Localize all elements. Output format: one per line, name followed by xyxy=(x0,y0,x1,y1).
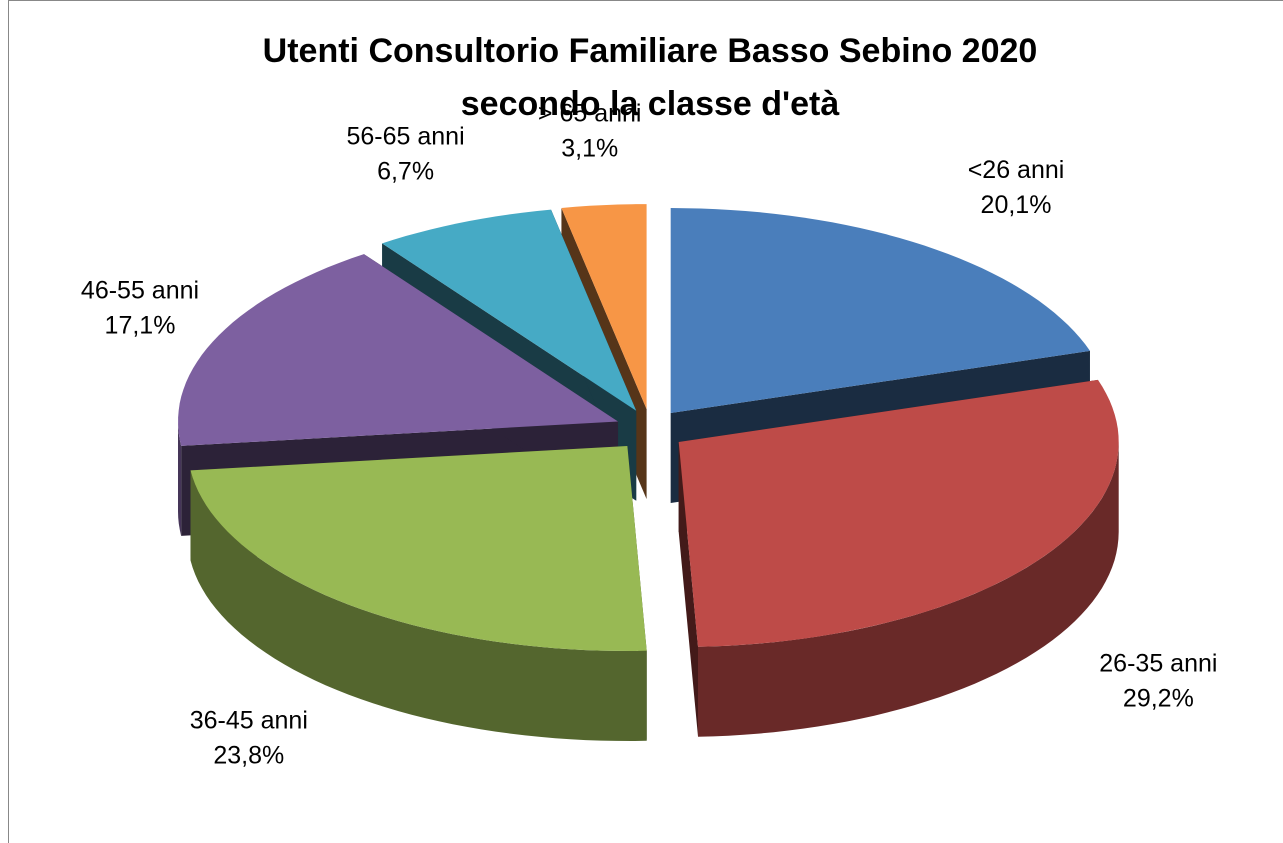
value-label: 23,8% xyxy=(213,742,284,770)
slice xyxy=(190,446,647,651)
slice xyxy=(178,254,619,446)
slice-group xyxy=(678,379,1119,737)
slice xyxy=(382,209,637,411)
value-label: 29,2% xyxy=(1123,685,1194,713)
slice-wall xyxy=(698,442,1119,737)
value-label: 3,1% xyxy=(561,134,618,162)
slice-wall xyxy=(178,421,182,536)
data-label: 46-55 anni 17,1% xyxy=(81,276,199,339)
category-label: 46-55 anni xyxy=(81,276,199,304)
category-label: 36-45 anni xyxy=(190,707,308,735)
slice-side xyxy=(678,442,699,737)
data-label: 56-65 anni 6,7% xyxy=(346,122,464,185)
chart-title: Utenti Consultorio Familiare Basso Sebin… xyxy=(263,32,1038,70)
chart-title: secondo la classe d'età xyxy=(461,85,840,123)
category-label: > 65 anni xyxy=(538,99,642,127)
slice xyxy=(670,208,1090,414)
category-label: 26-35 anni xyxy=(1099,650,1217,678)
value-label: 6,7% xyxy=(377,157,434,185)
data-label: > 65 anni 3,1% xyxy=(538,99,642,162)
value-label: 20,1% xyxy=(981,191,1052,219)
data-label: 36-45 anni 23,8% xyxy=(190,707,308,770)
data-label: <26 anni 20,1% xyxy=(968,156,1065,219)
slice-wall xyxy=(190,470,647,741)
category-label: 56-65 anni xyxy=(346,122,464,150)
slice-group xyxy=(190,446,647,741)
value-label: 17,1% xyxy=(105,311,176,339)
category-label: <26 anni xyxy=(968,156,1065,184)
slice xyxy=(561,204,647,410)
slice xyxy=(678,379,1119,647)
data-label: 26-35 anni 29,2% xyxy=(1099,650,1217,713)
